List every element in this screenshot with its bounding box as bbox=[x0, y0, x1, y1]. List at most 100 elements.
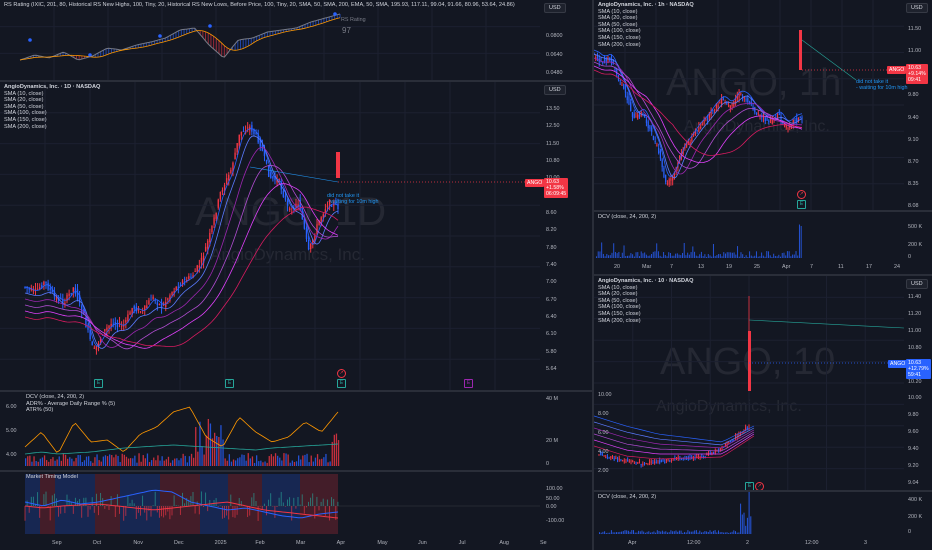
volume-bar bbox=[673, 255, 675, 258]
candle-body bbox=[766, 117, 768, 121]
lightning-icon[interactable]: ↗ bbox=[337, 369, 346, 378]
candle-body bbox=[259, 138, 261, 147]
ten-min-currency-button[interactable]: USD bbox=[906, 279, 928, 289]
volume-bar bbox=[661, 530, 663, 534]
volume-bar bbox=[85, 456, 88, 466]
candle-body bbox=[303, 218, 306, 229]
dcv-adr-chart bbox=[24, 406, 340, 466]
volume-bar bbox=[54, 460, 56, 466]
lightning-icon[interactable]: ↗ bbox=[797, 190, 806, 199]
volume-bar bbox=[79, 455, 81, 466]
volume-bar bbox=[237, 458, 239, 466]
candle-body bbox=[45, 281, 47, 284]
earnings-badge-icon[interactable]: E bbox=[225, 379, 234, 388]
candle-body bbox=[715, 103, 717, 109]
candle-body bbox=[91, 341, 93, 346]
candle-body bbox=[731, 102, 733, 107]
volume-bar bbox=[319, 459, 321, 466]
volume-bar bbox=[148, 462, 151, 466]
volume-bar bbox=[316, 454, 319, 466]
sma-line bbox=[594, 61, 803, 169]
volume-bar bbox=[707, 531, 709, 534]
candle-body bbox=[780, 116, 782, 121]
candle-body bbox=[729, 441, 731, 443]
volume-bar bbox=[258, 461, 260, 466]
volume-bar bbox=[157, 455, 159, 466]
rs-rating-pane[interactable]: RS Rating (IXIC, 201, 80, Historical RS … bbox=[0, 0, 592, 80]
price-scale-label: 7.80 bbox=[546, 244, 557, 251]
candle-body bbox=[743, 96, 745, 99]
earnings-badge-icon[interactable]: E bbox=[745, 482, 754, 490]
volume-bar bbox=[800, 225, 802, 258]
regime-band bbox=[160, 474, 200, 534]
price-scale-label: 7.00 bbox=[546, 279, 557, 286]
daily-currency-button[interactable]: USD bbox=[544, 85, 566, 95]
price-scale-label: 11.40 bbox=[908, 294, 922, 300]
volume-bar bbox=[752, 256, 754, 258]
volume-bar bbox=[174, 458, 176, 466]
volume-bar bbox=[302, 455, 304, 466]
sma-line bbox=[24, 128, 339, 347]
daily-time-axis[interactable]: Sep Oct Nov Dec 2025 Feb Mar Apr May Jun Jul Aug Se bbox=[0, 538, 592, 550]
earnings-badge-icon[interactable]: E bbox=[94, 379, 103, 388]
volume-bar bbox=[178, 460, 180, 466]
volume-bar bbox=[689, 531, 691, 534]
candle-body bbox=[78, 295, 81, 303]
market-timing-pane[interactable]: Market Timing Model 100.00 50.00 0.00 -1… bbox=[0, 472, 592, 538]
candle-body bbox=[694, 130, 696, 135]
volume-bar bbox=[645, 254, 647, 258]
price-scale-label: 12.50 bbox=[546, 123, 560, 130]
earnings-badge-icon[interactable]: E bbox=[797, 200, 806, 209]
candle-body bbox=[799, 117, 801, 119]
candle-body bbox=[755, 112, 758, 114]
volume-bar bbox=[159, 460, 161, 466]
adr-line bbox=[24, 406, 339, 453]
volume-bar bbox=[701, 532, 702, 534]
ten-min-dcv-pane[interactable]: DCV (close, 24, 200, 2) 400 K 200 K 0 bbox=[594, 492, 932, 538]
candle-body bbox=[731, 440, 733, 442]
upcoming-earnings-badge-icon[interactable]: E bbox=[464, 379, 473, 388]
candle-body bbox=[605, 456, 607, 458]
volume-bar bbox=[672, 531, 674, 534]
volume-bar bbox=[188, 456, 191, 466]
candle-body bbox=[696, 130, 698, 132]
earnings-badge-icon[interactable]: E bbox=[337, 379, 346, 388]
volume-bar bbox=[597, 251, 599, 258]
volume-bar bbox=[714, 256, 716, 258]
hourly-dcv-pane[interactable]: DCV (close, 24, 200, 2) 500 K 200 K 0 bbox=[594, 212, 932, 262]
hourly-chart-pane[interactable]: ANGO, 1h AngioDynamics, Inc. AngioDynami… bbox=[594, 0, 932, 210]
ten-min-chart-pane[interactable]: ANGO, 10 AngioDynamics, Inc. AngioDynami… bbox=[594, 276, 932, 490]
candle-body bbox=[274, 175, 276, 181]
volume-bar bbox=[207, 419, 209, 466]
daily-chart-pane[interactable]: ANGO, 1D AngioDynamics, Inc. AngioDynami… bbox=[0, 82, 592, 390]
hourly-price-tag: ANGO bbox=[887, 66, 907, 74]
hourly-time-axis[interactable]: 20 Mar 7 13 19 25 Apr 7 11 17 24 bbox=[594, 262, 932, 274]
rs-rating-chart bbox=[0, 0, 540, 80]
volume-bar bbox=[680, 530, 682, 534]
candle-body bbox=[662, 460, 664, 462]
candle-body bbox=[738, 434, 740, 437]
candle-body bbox=[600, 58, 602, 62]
sma-line bbox=[24, 146, 339, 348]
rs-currency-button[interactable]: USD bbox=[544, 3, 566, 13]
ten-min-price-tag-symbol: ANGO bbox=[890, 361, 906, 367]
hourly-currency-button[interactable]: USD bbox=[906, 3, 928, 13]
candle-body bbox=[745, 99, 747, 101]
time-axis-label: 7 bbox=[810, 264, 813, 270]
volume-bar bbox=[306, 453, 308, 466]
time-axis-label: May bbox=[377, 540, 388, 546]
volume-bar bbox=[232, 459, 235, 466]
lightning-icon[interactable]: ↗ bbox=[755, 482, 764, 490]
volume-bar bbox=[329, 461, 331, 466]
ten-min-time-axis[interactable]: Apr 12:00 2 12:00 3 bbox=[594, 538, 932, 550]
volume-bar bbox=[41, 457, 44, 466]
candle-body bbox=[613, 458, 615, 460]
rs-line bbox=[19, 13, 341, 61]
candle-body bbox=[72, 287, 75, 292]
volume-bar bbox=[671, 255, 673, 258]
dcv-adr-pane[interactable]: DCV (close, 24, 200, 2) ADR% - Average D… bbox=[0, 392, 592, 470]
rs-new-high-dot bbox=[208, 24, 212, 28]
volume-bar bbox=[694, 530, 696, 534]
candle-body bbox=[647, 121, 649, 129]
candle-body bbox=[603, 59, 606, 62]
